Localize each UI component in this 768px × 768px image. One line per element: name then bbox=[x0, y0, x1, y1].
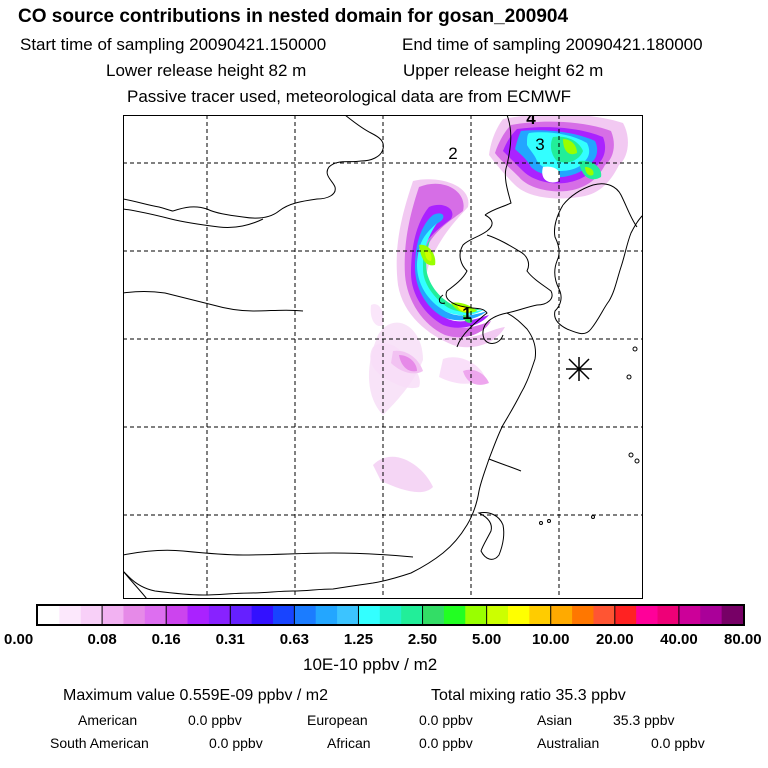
colorbar-unit-label: 10E-10 ppbv / m2 bbox=[303, 655, 438, 674]
marker-2: 2 bbox=[448, 144, 457, 163]
colorbar-tick-label: 80.00 bbox=[724, 631, 762, 648]
plume-northeast bbox=[489, 115, 628, 199]
colorbar-cell bbox=[294, 606, 317, 624]
american-value: 0.0 ppbv bbox=[188, 712, 242, 728]
asian-label: Asian bbox=[537, 712, 573, 728]
colorbar-cell bbox=[614, 606, 637, 624]
colorbar-cell bbox=[529, 606, 552, 624]
colorbar-cell bbox=[38, 606, 60, 624]
european-label: European bbox=[307, 712, 368, 728]
colorbar-cell bbox=[80, 606, 103, 624]
station-asterisk-icon bbox=[566, 357, 592, 381]
colorbar-cell bbox=[230, 606, 253, 624]
colorbar-cell bbox=[315, 606, 338, 624]
colorbar-tick-label: 0.63 bbox=[279, 631, 309, 648]
colorbar-tick-label: 0.00 bbox=[4, 631, 34, 648]
upper-release-height: Upper release height 62 m bbox=[403, 61, 604, 80]
colorbar-cell bbox=[721, 606, 744, 624]
maximum-value: Maximum value 0.559E-09 ppbv / m2 bbox=[63, 687, 329, 704]
total-mixing-ratio: Total mixing ratio 35.3 ppbv bbox=[431, 687, 626, 704]
end-time-label: End time of sampling 20090421.180000 bbox=[402, 35, 703, 54]
colorbar-cell bbox=[700, 606, 723, 624]
colorbar-cell bbox=[251, 606, 274, 624]
colorbar-cell bbox=[123, 606, 146, 624]
colorbar-cell bbox=[401, 606, 424, 624]
map-frame bbox=[123, 115, 643, 599]
start-time-label: Start time of sampling 20090421.150000 bbox=[20, 35, 327, 54]
european-value: 0.0 ppbv bbox=[419, 712, 473, 728]
african-value: 0.0 ppbv bbox=[419, 735, 473, 751]
marker-4: 4 bbox=[526, 115, 536, 128]
colorbar-cell bbox=[465, 606, 488, 624]
south-american-label: South American bbox=[50, 735, 149, 751]
colorbar-cell bbox=[593, 606, 616, 624]
colorbar-tick-label: 40.00 bbox=[660, 631, 698, 648]
marker-3: 3 bbox=[535, 135, 544, 154]
coastlines bbox=[123, 115, 643, 599]
colorbar-cell bbox=[102, 606, 125, 624]
colorbar-tick-label: 1.25 bbox=[343, 631, 374, 648]
colorbar-tick-label: 10.00 bbox=[531, 631, 570, 648]
american-label: American bbox=[78, 712, 138, 728]
colorbar-cell bbox=[422, 606, 445, 624]
colorbar-cell bbox=[443, 606, 466, 624]
australian-value: 0.0 ppbv bbox=[651, 735, 705, 751]
colorbar-cell bbox=[572, 606, 595, 624]
colorbar-cell bbox=[208, 606, 231, 624]
colorbar-tick-label: 2.50 bbox=[407, 631, 438, 648]
colorbar-cell bbox=[636, 606, 659, 624]
tracer-note: Passive tracer used, meteorological data… bbox=[127, 87, 572, 106]
colorbar-tick-label: 5.00 bbox=[472, 631, 502, 648]
colorbar-cell bbox=[337, 606, 360, 624]
colorbar-cell bbox=[486, 606, 509, 624]
colorbar-tick-label: 0.08 bbox=[87, 631, 117, 648]
concentration-map: 1 2 3 4 bbox=[123, 115, 643, 599]
colorbar-cell bbox=[166, 606, 189, 624]
plot-title: CO source contributions in nested domain… bbox=[18, 6, 569, 27]
african-label: African bbox=[327, 735, 371, 751]
asian-value: 35.3 ppbv bbox=[613, 712, 675, 728]
colorbar-frame bbox=[36, 604, 745, 626]
colorbar-tick-label: 20.00 bbox=[596, 631, 634, 648]
colorbar-cell bbox=[678, 606, 701, 624]
south-american-value: 0.0 ppbv bbox=[209, 735, 263, 751]
colorbar bbox=[36, 604, 745, 626]
colorbar-cell bbox=[358, 606, 381, 624]
colorbar-cell bbox=[379, 606, 402, 624]
colorbar-cell bbox=[59, 606, 82, 624]
colorbar-cell bbox=[144, 606, 167, 624]
lower-release-height: Lower release height 82 m bbox=[106, 61, 307, 80]
colorbar-cell bbox=[508, 606, 530, 624]
marker-1: 1 bbox=[462, 304, 471, 323]
colorbar-tick-label: 0.16 bbox=[151, 631, 181, 648]
colorbar-tick-label: 0.31 bbox=[215, 631, 245, 648]
australian-label: Australian bbox=[537, 735, 600, 751]
colorbar-cell bbox=[273, 606, 295, 624]
colorbar-cell bbox=[550, 606, 573, 624]
lat-lon-grid bbox=[123, 115, 643, 599]
colorbar-cell bbox=[657, 606, 680, 624]
colorbar-cell bbox=[187, 606, 210, 624]
